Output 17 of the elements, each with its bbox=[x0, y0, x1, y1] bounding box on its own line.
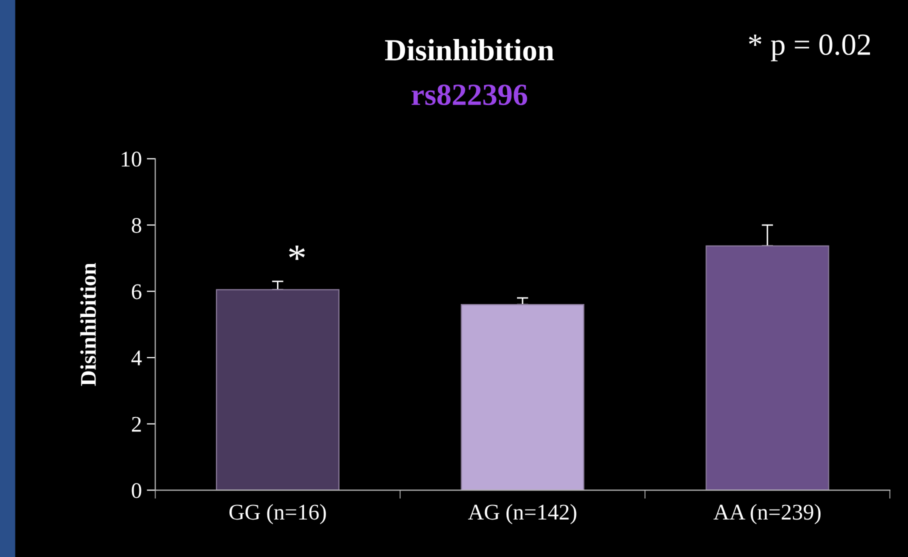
annotation: * bbox=[289, 246, 305, 260]
bar bbox=[460, 304, 584, 490]
x-tick-label: AG (n=142) bbox=[468, 504, 576, 524]
y-tick-label: 6 bbox=[132, 284, 142, 300]
bar bbox=[706, 245, 830, 490]
y-tick-label: 0 bbox=[132, 483, 142, 498]
bar bbox=[216, 289, 340, 490]
chart-title: Disinhibition bbox=[385, 39, 554, 61]
x-tick-label: AA (n=239) bbox=[714, 504, 821, 524]
y-tick-label: 4 bbox=[131, 350, 142, 366]
x-tick-label: GG (n=16) bbox=[229, 504, 326, 524]
chart-subtitle: rs822396 bbox=[412, 84, 528, 106]
y-tick-label: 2 bbox=[132, 416, 141, 432]
y-tick-label: 10 bbox=[122, 152, 142, 167]
y-tick-label: 8 bbox=[132, 218, 142, 233]
text: * p = 0.02 bbox=[749, 34, 870, 62]
y-axis-title: Disinhibition bbox=[80, 263, 96, 386]
